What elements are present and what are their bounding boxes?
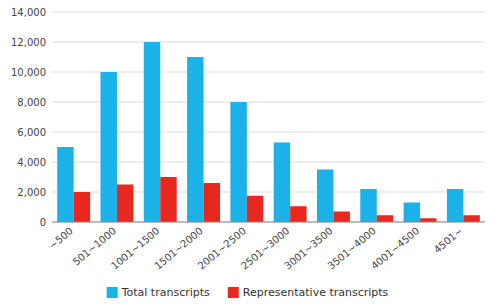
legend-item: Total transcripts: [107, 286, 210, 299]
y-tick-label: 8,000: [17, 97, 46, 108]
bar: [230, 102, 246, 222]
bar: [247, 196, 263, 222]
bar: [290, 206, 306, 222]
bar: [144, 42, 160, 222]
bar: [74, 192, 90, 222]
y-tick-label: 2,000: [17, 187, 46, 198]
bar: [333, 212, 349, 223]
legend-item: Representative transcripts: [228, 286, 389, 299]
legend: Total transcripts Representative transcri…: [107, 286, 389, 299]
x-axis-line: [52, 222, 485, 223]
legend-swatch: [107, 287, 118, 298]
x-tick-label: 4501~: [432, 225, 465, 255]
y-tick-label: 14,000: [11, 7, 46, 18]
grid-line: [52, 222, 485, 223]
x-tick-label: 4001~4500: [369, 225, 421, 272]
bar: [447, 189, 463, 222]
bar: [360, 189, 376, 222]
legend-swatch: [228, 287, 239, 298]
y-axis: 0 2,000 4,000 6,000 8,000 10,000 12,000 14,000: [11, 7, 485, 228]
y-tick-label: 4,000: [17, 157, 46, 168]
grid-line: [52, 42, 485, 43]
y-tick-label: 10,000: [11, 67, 46, 78]
bar: [160, 177, 176, 222]
x-tick-label: ~500: [47, 225, 75, 251]
bar: [100, 72, 116, 222]
bar: [463, 215, 479, 222]
bar: [317, 170, 333, 223]
bar: [187, 57, 203, 222]
y-tick-label: 0: [40, 217, 46, 228]
y-tick-label: 12,000: [11, 37, 46, 48]
bar: [377, 215, 393, 222]
chart: 0 2,000 4,000 6,000 8,000 10,000 12,000 14,000 ~…: [0, 0, 495, 306]
bar: [274, 143, 290, 223]
y-tick-label: 6,000: [17, 127, 46, 138]
legend-label: Total transcripts: [121, 286, 210, 299]
grid-line: [52, 12, 485, 13]
legend-label: Representative transcripts: [243, 286, 389, 299]
bar: [404, 203, 420, 223]
bar: [57, 147, 73, 222]
x-axis: ~500501~10001001~15001501~20002001~25002…: [47, 222, 485, 272]
bars: [57, 42, 480, 222]
bar: [117, 185, 133, 223]
bar: [420, 218, 436, 222]
bar: [204, 183, 220, 222]
